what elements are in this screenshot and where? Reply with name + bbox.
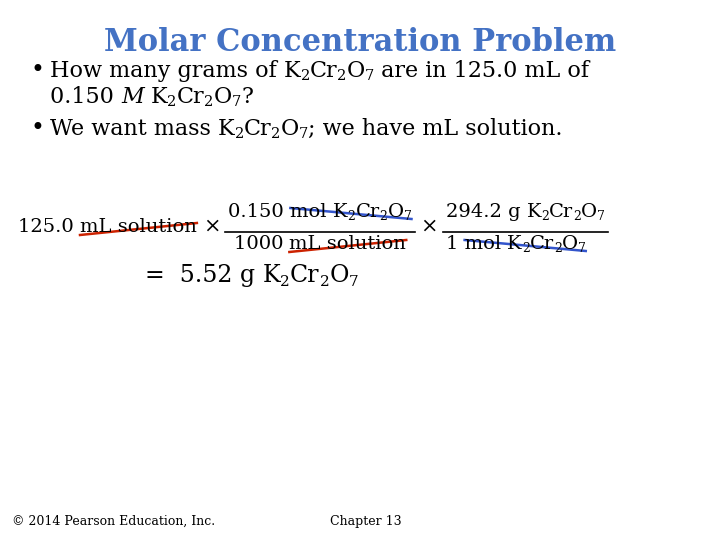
Text: 2: 2 <box>338 70 346 84</box>
Text: 7: 7 <box>232 96 241 110</box>
Text: O: O <box>281 118 299 140</box>
Text: ×: × <box>203 217 220 236</box>
Text: 2: 2 <box>235 127 244 141</box>
Text: © 2014 Pearson Education, Inc.: © 2014 Pearson Education, Inc. <box>12 515 215 528</box>
Text: 2: 2 <box>204 96 214 110</box>
Text: 2: 2 <box>348 211 356 224</box>
Text: 2: 2 <box>280 274 290 288</box>
Text: •: • <box>30 59 44 82</box>
Text: 2: 2 <box>573 211 581 224</box>
Text: 7: 7 <box>598 211 606 224</box>
Text: 0.150: 0.150 <box>50 86 121 108</box>
Text: 2: 2 <box>300 70 310 84</box>
Text: 7: 7 <box>365 70 374 84</box>
Text: M: M <box>121 86 144 108</box>
Text: ; we have mL solution.: ; we have mL solution. <box>308 118 563 140</box>
Text: 2: 2 <box>522 242 530 255</box>
Text: 2: 2 <box>271 127 281 141</box>
Text: are in 125.0 mL of: are in 125.0 mL of <box>374 60 589 82</box>
Text: O: O <box>581 203 598 221</box>
Text: 7: 7 <box>299 127 308 141</box>
Text: Cr: Cr <box>549 203 573 221</box>
Text: K: K <box>151 86 168 108</box>
Text: 1 mol: 1 mol <box>446 235 508 253</box>
Text: K: K <box>284 60 300 82</box>
Text: O: O <box>214 86 232 108</box>
Text: K: K <box>333 203 348 221</box>
Text: 7: 7 <box>348 274 359 288</box>
Text: O: O <box>346 60 365 82</box>
Text: We want mass: We want mass <box>50 118 218 140</box>
Text: 294.2 g: 294.2 g <box>446 203 527 221</box>
Text: mL solution: mL solution <box>289 235 406 253</box>
Text: K: K <box>527 203 541 221</box>
Text: O: O <box>387 203 404 221</box>
Text: Molar Concentration Problem: Molar Concentration Problem <box>104 27 616 58</box>
Text: Cr: Cr <box>290 264 320 287</box>
Text: Cr: Cr <box>530 235 554 253</box>
Text: How many grams of: How many grams of <box>50 60 284 82</box>
Text: =  5.52 g: = 5.52 g <box>145 264 263 287</box>
Text: ?: ? <box>241 86 253 108</box>
Text: 7: 7 <box>404 211 412 224</box>
Text: K: K <box>508 235 522 253</box>
Text: K: K <box>263 264 280 287</box>
Text: K: K <box>218 118 235 140</box>
Text: mL solution: mL solution <box>80 218 197 236</box>
Text: 0.150 mol: 0.150 mol <box>228 203 333 221</box>
Text: Cr: Cr <box>244 118 271 140</box>
Text: •: • <box>30 117 44 140</box>
Text: O: O <box>329 264 348 287</box>
Text: Cr: Cr <box>310 60 338 82</box>
Text: 2: 2 <box>541 211 549 224</box>
Text: Cr: Cr <box>356 203 379 221</box>
Text: 2: 2 <box>320 274 329 288</box>
Text: ×: × <box>420 217 438 236</box>
Text: O: O <box>562 235 578 253</box>
Text: 2: 2 <box>379 211 387 224</box>
Text: 7: 7 <box>578 242 586 255</box>
Text: 125.0: 125.0 <box>18 218 80 236</box>
Text: Cr: Cr <box>176 86 204 108</box>
Text: Chapter 13: Chapter 13 <box>330 515 402 528</box>
Text: 1000: 1000 <box>233 235 289 253</box>
Text: 2: 2 <box>168 96 176 110</box>
Text: 2: 2 <box>554 242 562 255</box>
